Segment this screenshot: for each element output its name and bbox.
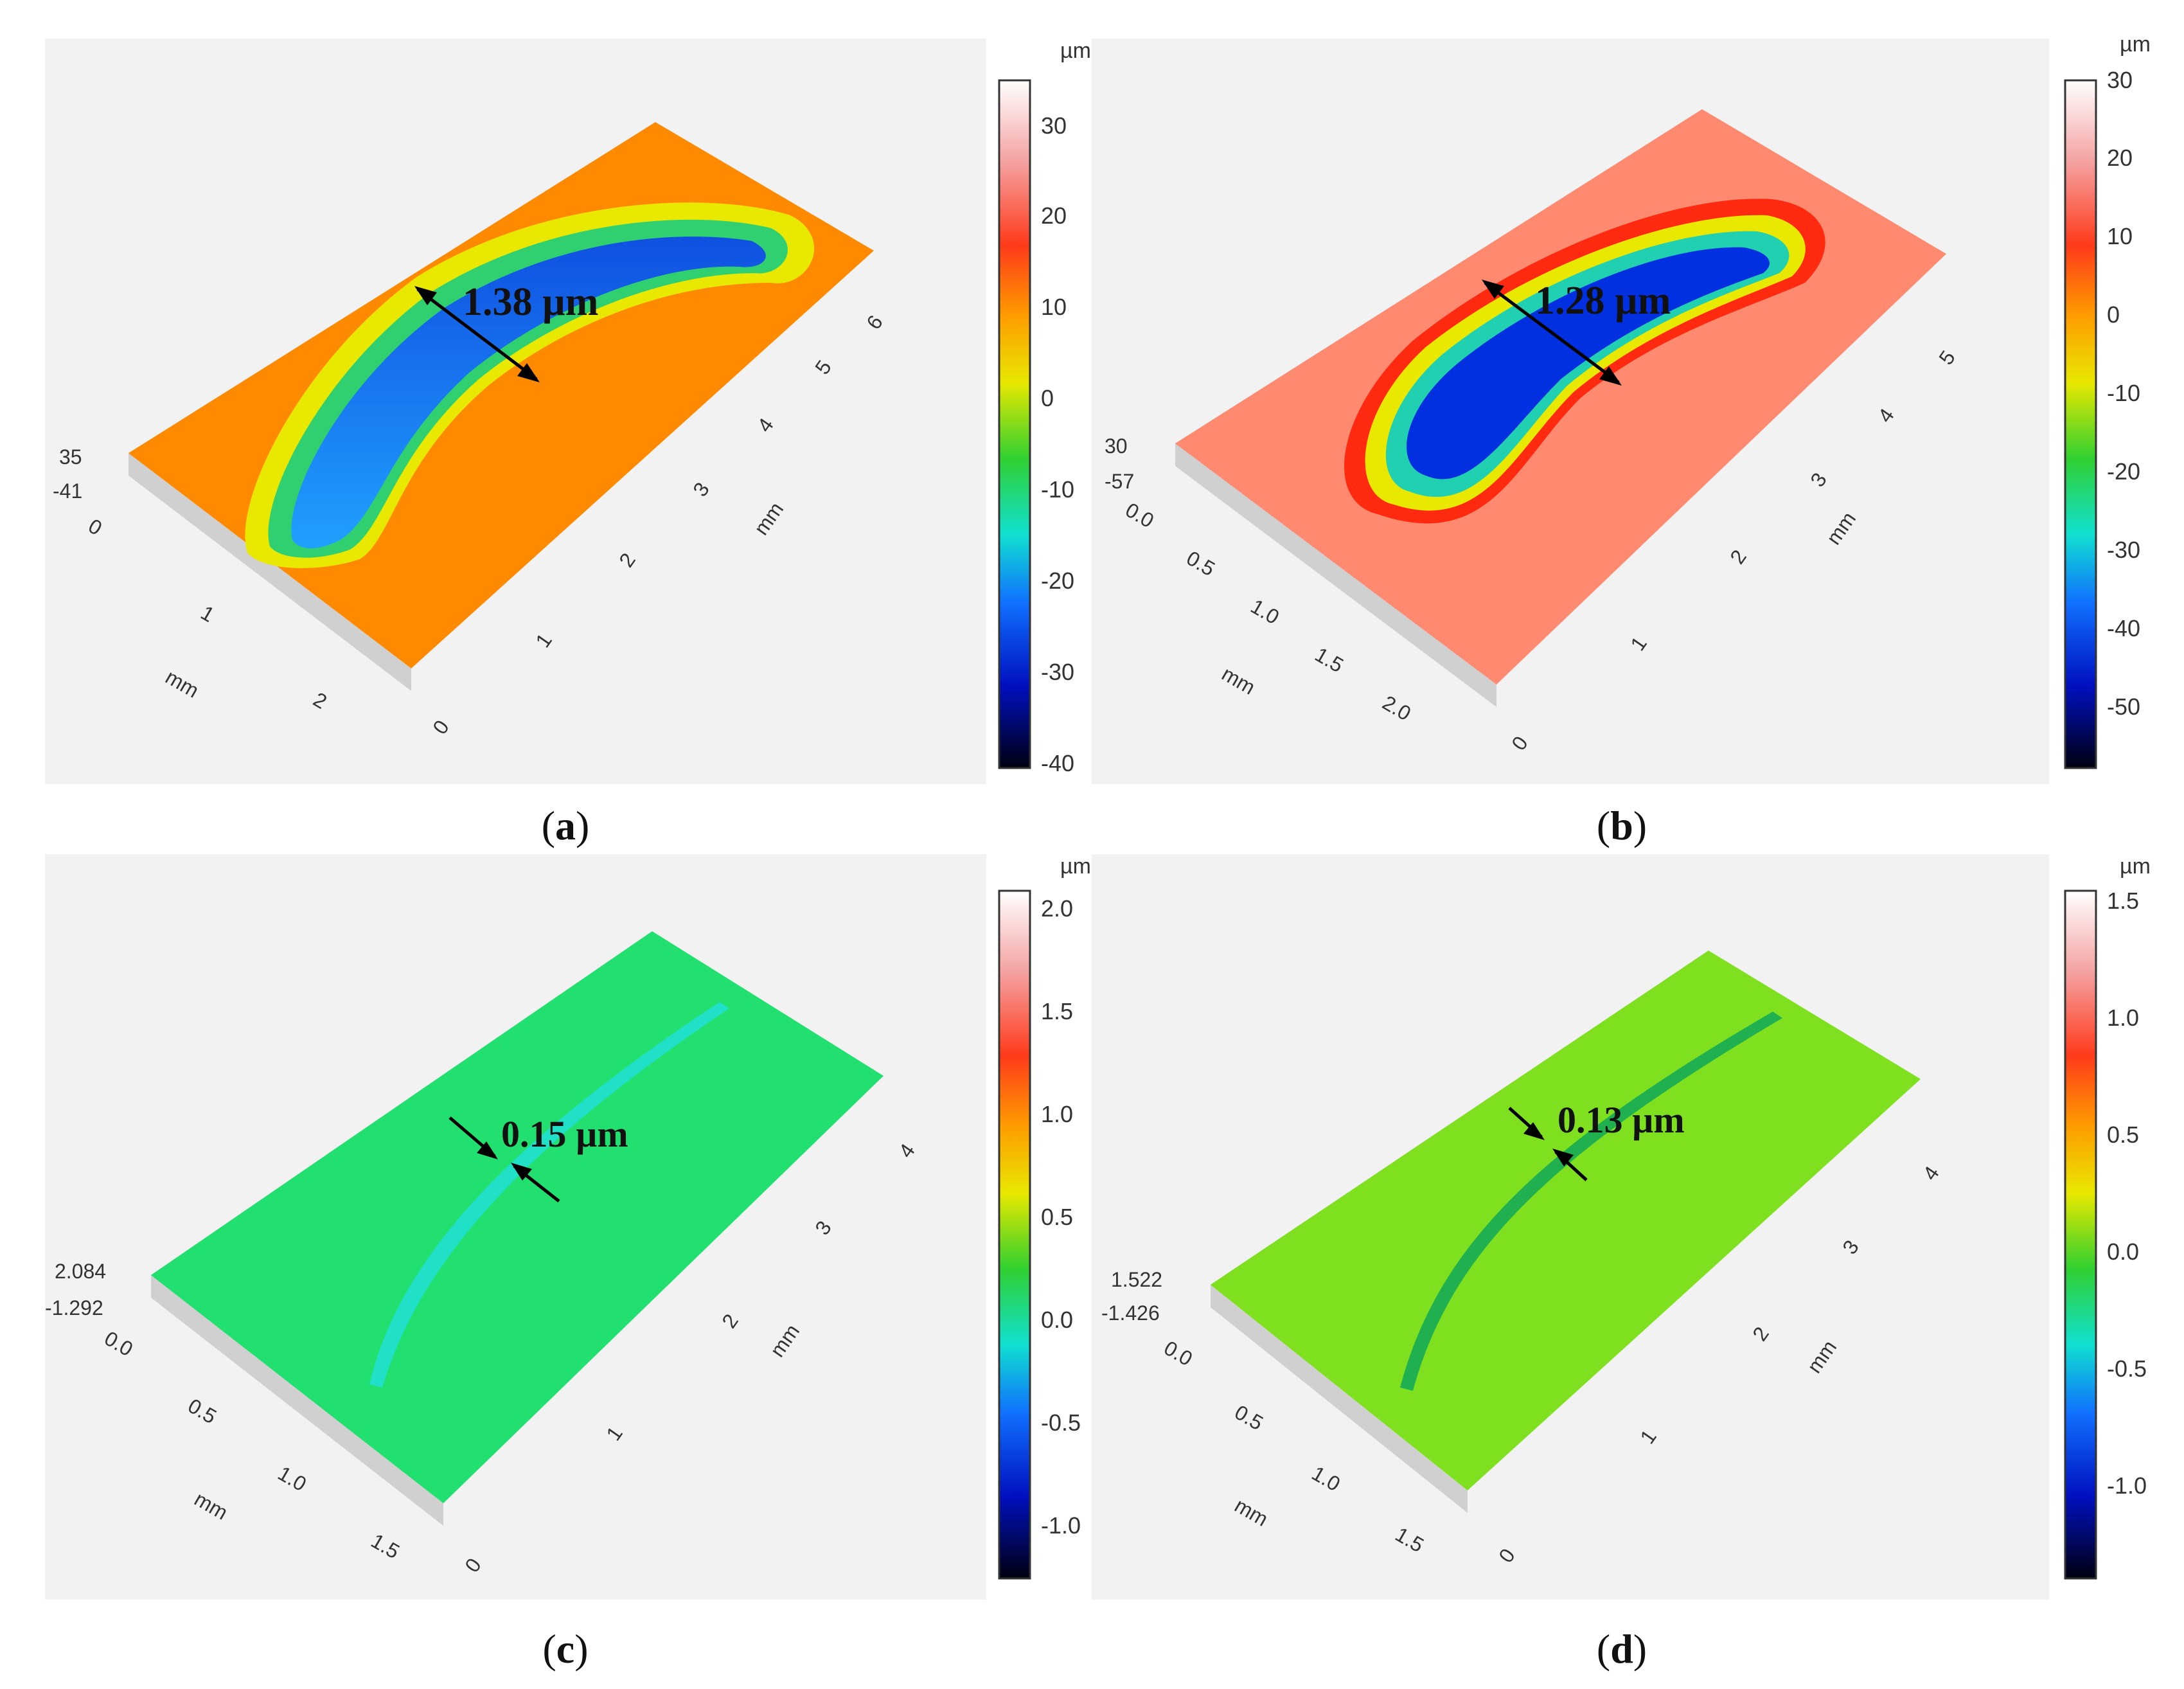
arrow-head-icon <box>517 363 540 382</box>
panel-a: µm 30 20 10 0 -10 -20 -30 -40 35 -41 0 1… <box>0 0 1092 848</box>
colorbar-tick: -50 <box>2107 693 2140 720</box>
colorbar-tick: -20 <box>2107 458 2140 485</box>
arrow-head-icon <box>1599 366 1622 386</box>
width-arrow <box>1484 281 1620 384</box>
colorbar-tick: 1.0 <box>2107 1005 2139 1031</box>
colorbar-tick: 30 <box>2107 67 2133 93</box>
colorbar-tick: -0.5 <box>1041 1409 1081 1436</box>
colorbar-tick: 0.0 <box>2107 1238 2139 1265</box>
colorbar-tick: 30 <box>1041 112 1067 139</box>
z-top-label: 1.522 <box>1111 1268 1162 1291</box>
panel-c: µm 2.0 1.5 1.0 0.5 0.0 -0.5 -1.0 2.084 -… <box>0 844 1092 1689</box>
arrow-head-icon <box>1523 1122 1545 1140</box>
colorbar-tick: 0.0 <box>1041 1307 1073 1333</box>
width-annotation: 1.28 µm <box>1535 279 1671 323</box>
colorbar-tick: -10 <box>1041 476 1074 503</box>
panel-d: µm 1.5 1.0 0.5 0.0 -0.5 -1.0 1.522 -1.42… <box>1092 844 2184 1689</box>
colorbar <box>998 889 1031 1580</box>
colorbar-tick: 0 <box>2107 301 2120 328</box>
colorbar <box>2064 79 2097 769</box>
colorbar <box>998 79 1031 769</box>
surface-plane <box>151 931 883 1503</box>
arrow-head-icon <box>414 286 437 305</box>
colorbar-tick: 1.5 <box>1041 998 1073 1024</box>
thickness-annotation: 0.15 µm <box>501 1113 628 1155</box>
colorbar-tick: 10 <box>2107 223 2133 249</box>
panel-b: µm 30 20 10 0 -10 -20 -30 -40 -50 30 -57… <box>1092 0 2184 848</box>
colorbar-tick: 10 <box>1041 294 1067 320</box>
base-slab-front <box>1211 1285 1468 1513</box>
width-arrow <box>416 288 538 380</box>
colorbar-tick: -40 <box>1041 750 1074 776</box>
z-bottom-label: -1.426 <box>1101 1301 1160 1325</box>
arrow-head-icon <box>511 1163 532 1181</box>
colorbar-unit: µm <box>2120 854 2151 879</box>
caption-d: (d) <box>1596 1626 1647 1672</box>
colorbar-tick: -0.5 <box>2107 1355 2147 1382</box>
colorbar-tick: 0 <box>1041 385 1054 411</box>
colorbar-tick: -1.0 <box>1041 1512 1081 1539</box>
colorbar-ticks: 30 20 10 0 -10 -20 -30 -40 -50 <box>2107 67 2140 720</box>
colorbar-tick: -30 <box>2107 537 2140 563</box>
colorbar-tick: 2.0 <box>1041 895 1073 922</box>
colorbar-ticks: 2.0 1.5 1.0 0.5 0.0 -0.5 -1.0 <box>1041 895 1081 1539</box>
arrow-head-icon <box>1552 1148 1574 1166</box>
colorbar-tick: 1.0 <box>1041 1101 1073 1127</box>
z-top-label: 2.084 <box>55 1260 106 1283</box>
colorbar-tick: 20 <box>2107 145 2133 171</box>
colorbar-unit: µm <box>1060 39 1091 63</box>
colorbar-tick: -40 <box>2107 615 2140 641</box>
wear-track-inner <box>291 237 766 549</box>
colorbar-unit: µm <box>2120 32 2151 57</box>
z-top-label: 30 <box>1105 434 1128 458</box>
z-bottom-label: -1.292 <box>45 1296 103 1319</box>
base-slab-front <box>1175 443 1496 707</box>
base-slab-front <box>129 453 411 691</box>
colorbar-ticks: 1.5 1.0 0.5 0.0 -0.5 -1.0 <box>2107 888 2147 1499</box>
caption-a: (a) <box>541 803 590 848</box>
thickness-annotation: 0.13 µm <box>1558 1099 1685 1141</box>
caption-c: (c) <box>542 1626 589 1672</box>
z-bottom-label: -41 <box>53 479 82 503</box>
colorbar-tick: -10 <box>2107 380 2140 406</box>
wear-track-inner <box>1407 247 1770 479</box>
base-slab-front <box>151 1275 443 1526</box>
colorbar-tick: 20 <box>1041 202 1067 229</box>
colorbar <box>2064 889 2097 1580</box>
colorbar-unit: µm <box>1060 854 1091 879</box>
colorbar-tick: -1.0 <box>2107 1472 2147 1499</box>
wear-track-mid <box>268 219 788 558</box>
caption-b: (b) <box>1596 803 1647 848</box>
colorbar-tick: 1.5 <box>2107 888 2139 914</box>
colorbar-tick: -20 <box>1041 567 1074 594</box>
surface-plane <box>1211 951 1921 1490</box>
width-annotation: 1.38 µm <box>463 280 598 324</box>
arrow-head-icon <box>1482 280 1504 299</box>
arrow-head-icon <box>477 1141 498 1159</box>
colorbar-tick: 0.5 <box>2107 1122 2139 1148</box>
z-top-label: 35 <box>59 445 82 469</box>
z-bottom-label: -57 <box>1105 470 1134 493</box>
colorbar-tick: 0.5 <box>1041 1204 1073 1230</box>
colorbar-tick: -30 <box>1041 659 1074 685</box>
colorbar-ticks: 30 20 10 0 -10 -20 -30 -40 <box>1041 112 1074 776</box>
